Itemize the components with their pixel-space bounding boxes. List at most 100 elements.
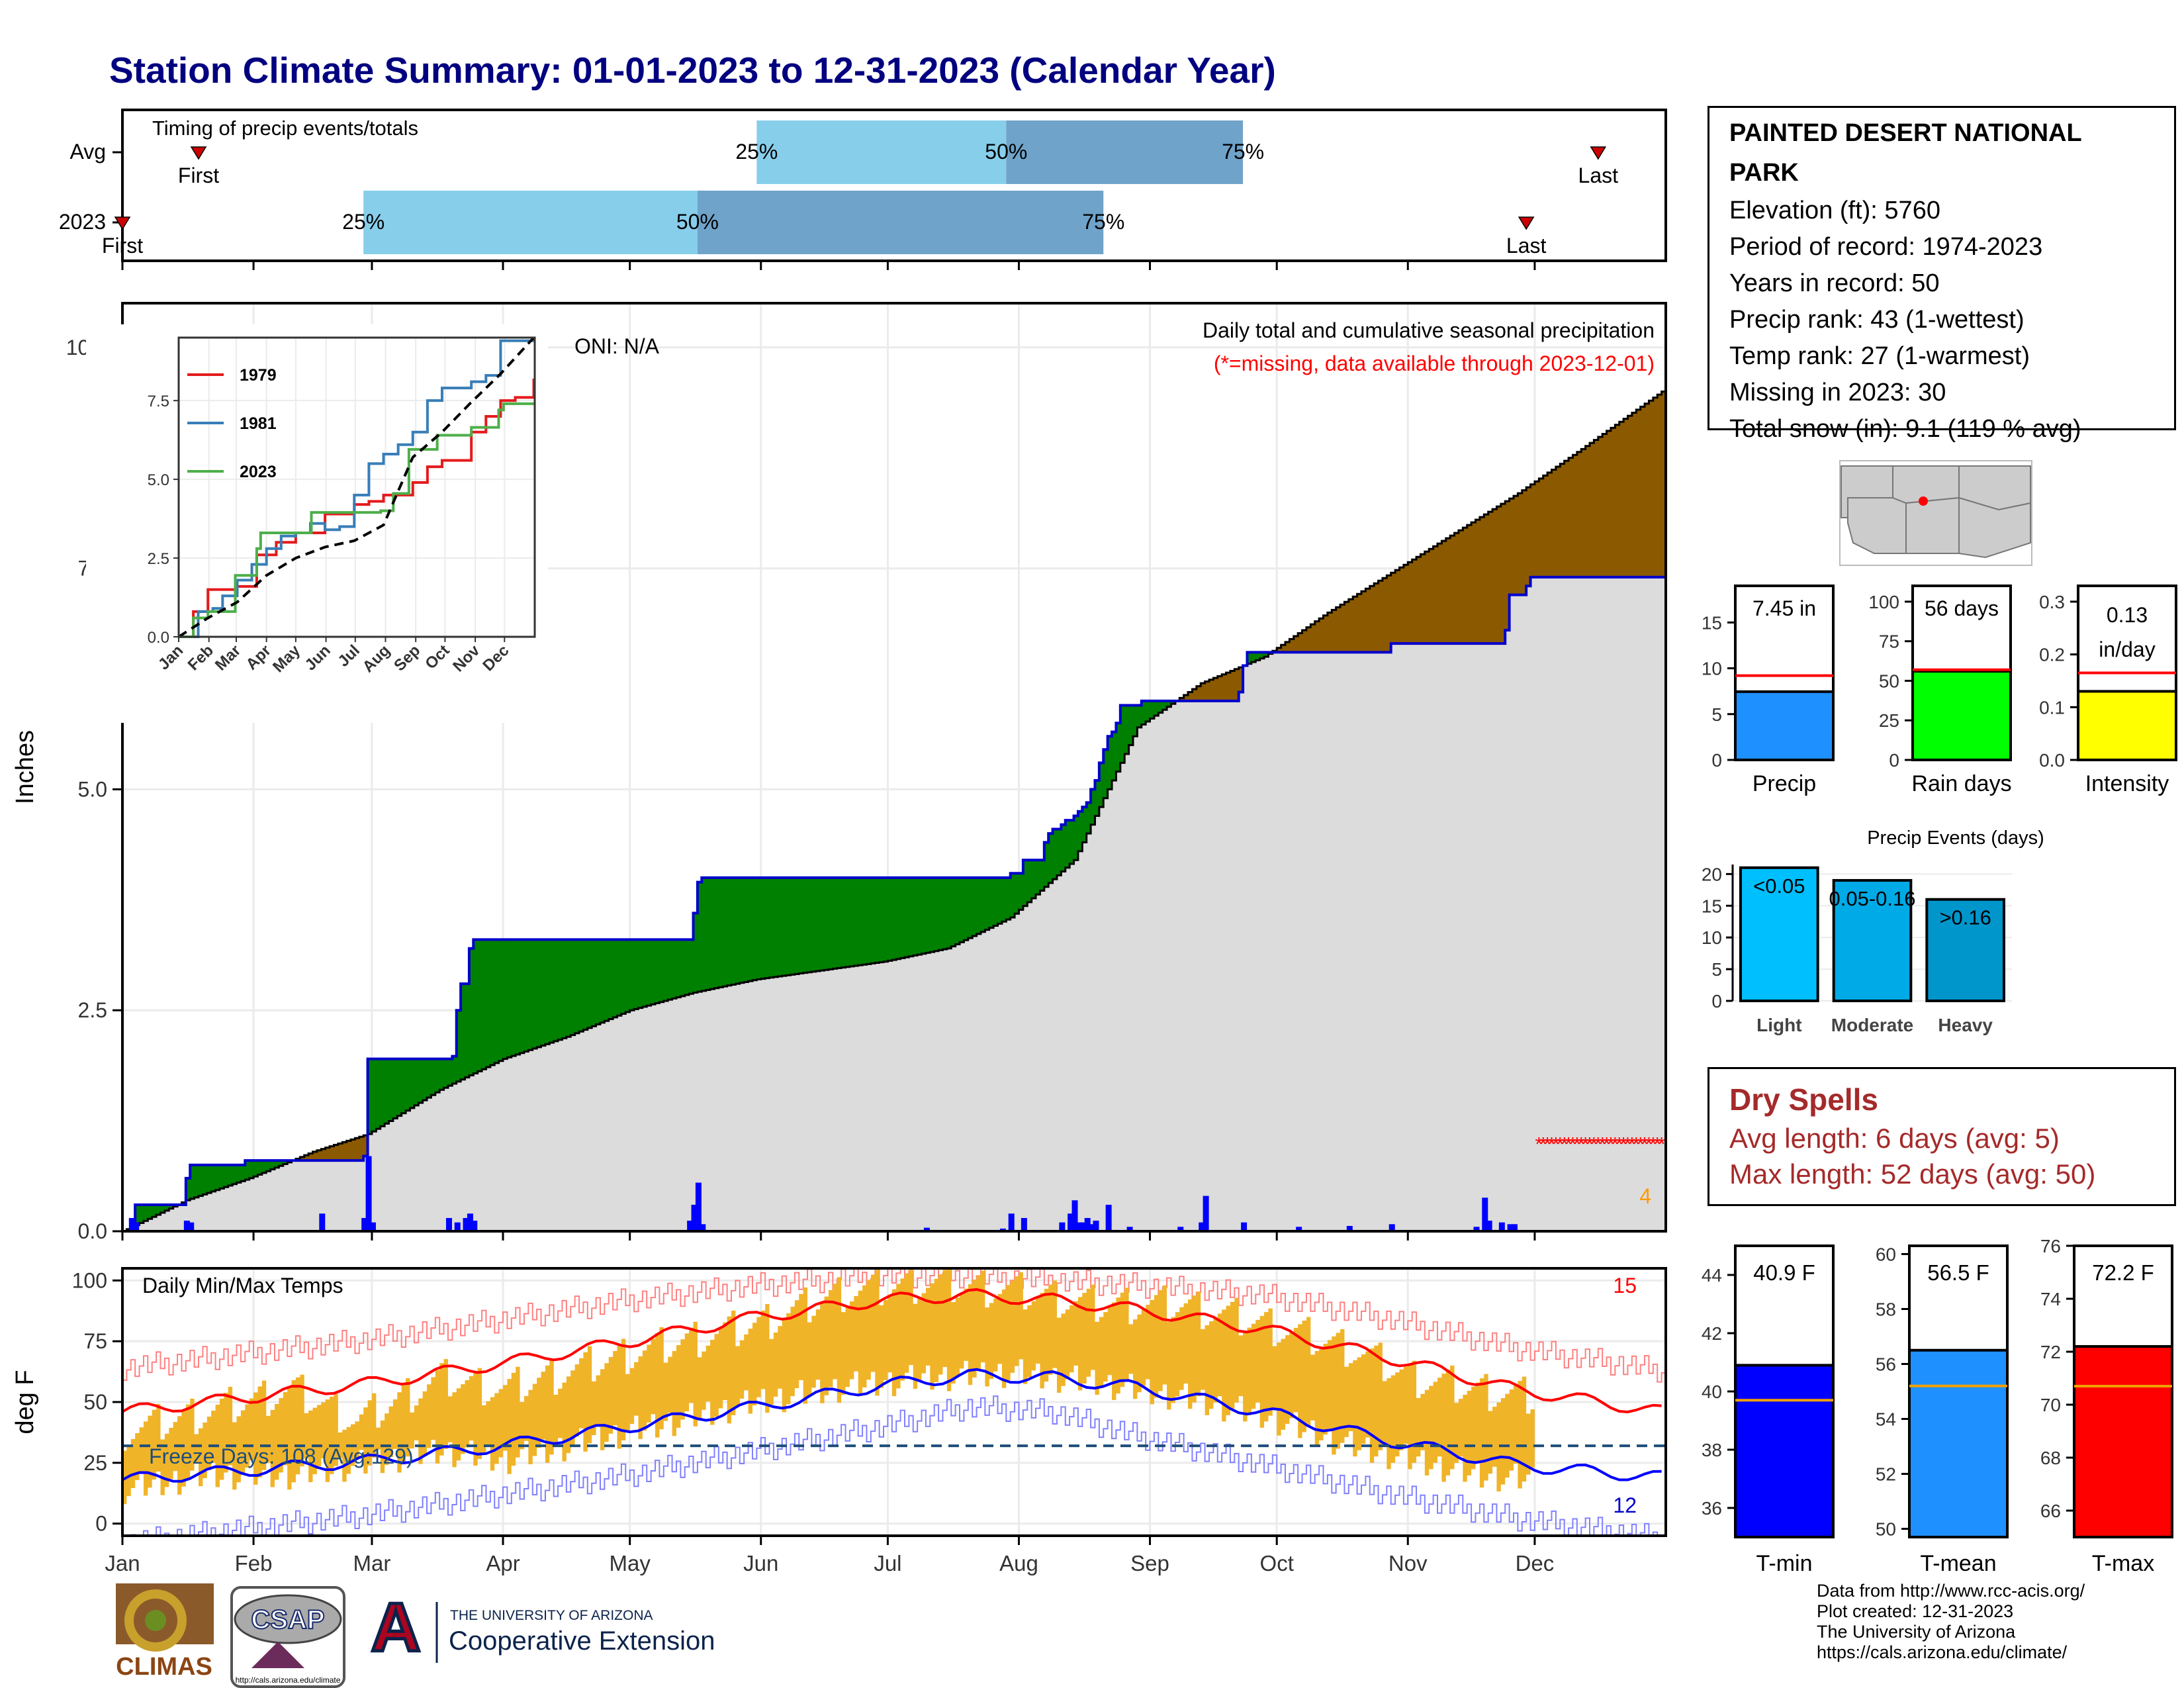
missing-marker: * (1539, 1133, 1547, 1155)
missing-marker: * (1637, 1133, 1645, 1155)
daily-precip-bar (691, 1204, 698, 1231)
daily-precip-bar (1498, 1222, 1505, 1231)
timing-panel: Timing of precip events/totals Avg 25% 50% 7… (59, 109, 1667, 262)
month-tick-label: Sep (1130, 1551, 1169, 1575)
events-bar (1925, 898, 2005, 1002)
inset-avg-line (177, 336, 535, 638)
summary-tick-label: 10 (1702, 659, 1722, 679)
month-tick-label: May (610, 1551, 651, 1575)
daily-precip-bar (467, 1213, 473, 1231)
daily-precip-bar (1071, 1200, 1078, 1231)
inset-series-line (179, 402, 534, 638)
station-missing: Missing in 2023: 30 (1729, 379, 1946, 406)
station-temp-rank: Temp rank: 27 (1-warmest) (1729, 342, 2030, 370)
missing-marker: * (1658, 1133, 1666, 1155)
precip-missing-label: (*=missing, data available through 2023-… (1214, 352, 1655, 375)
station-period: Period of record: 1974-2023 (1729, 233, 2043, 261)
events-bar (1739, 866, 1819, 1002)
summary-tick-label: 0 (1889, 750, 1899, 771)
daily-precip-bar (999, 1228, 1006, 1231)
page-title: Station Climate Summary: 01-01-2023 to 1… (109, 50, 1276, 91)
map-state (1958, 496, 2031, 559)
timing-marker-label-first: First (178, 164, 219, 187)
inset-frame (177, 336, 536, 638)
summary-value-label: 7.45 in (1752, 596, 1816, 620)
summary-tick-label: 0.1 (2039, 697, 2065, 718)
tempbar-tick-label: 44 (1702, 1265, 1722, 1286)
timing-q50-label: 50% (985, 140, 1027, 164)
daily-precip-bar (700, 1224, 706, 1231)
tempbar-tick-label: 76 (2040, 1236, 2061, 1256)
missing-marker: * (1645, 1133, 1653, 1155)
events-bar (1832, 878, 1913, 1002)
daily-precip-bar (133, 1222, 140, 1231)
tempbar-name-label: T-mean (1920, 1551, 1996, 1576)
summary-tick-label: 0.2 (2039, 645, 2065, 665)
month-tick-label: Apr (486, 1551, 520, 1575)
credits: Data from http://www.rcc-acis.org/ Plot … (1817, 1581, 2085, 1663)
avg-max-line (122, 1288, 1662, 1413)
station-years: Years in record: 50 (1729, 269, 1940, 297)
avg-cumulative-area (122, 391, 1666, 1231)
daily-precip-bar (1080, 1222, 1087, 1231)
daily-precip-bar (365, 1156, 372, 1231)
missing-marker: * (1641, 1133, 1649, 1155)
climas-logo-ring (124, 1589, 187, 1652)
timing-marker-label-last: Last (1578, 164, 1619, 187)
precip-frame (121, 302, 1667, 1233)
daily-precip-bar (1346, 1225, 1353, 1231)
inset-y-tick-label: 0.0 (148, 629, 169, 647)
temps-title: Daily Min/Max Temps (142, 1274, 343, 1297)
daily-precip-bar (188, 1222, 195, 1231)
precip-main-label: Daily total and cumulative seasonal prec… (1203, 318, 1655, 342)
ua-logo-letter: A (371, 1589, 420, 1666)
missing-marker: * (1607, 1133, 1615, 1155)
events-bar-label: <0.05 (1753, 874, 1805, 898)
inset-legend-label: 2023 (240, 463, 277, 481)
month-tick-label: Feb (235, 1551, 273, 1575)
summary-tick-label: 15 (1702, 612, 1722, 633)
credit-line: https://cals.arizona.edu/climate/ (1817, 1642, 2068, 1662)
timing-row-label: Avg (69, 140, 106, 164)
y-tick-label: 0 (95, 1512, 107, 1536)
events-tick-label: 15 (1702, 896, 1722, 916)
tempbar-bar (2073, 1345, 2173, 1538)
summary-tick-label: 75 (1879, 632, 1899, 652)
summary-tick-label: 0 (1711, 750, 1722, 771)
timing-marker-last (1518, 216, 1535, 230)
events-category-label: Moderate (1831, 1015, 1913, 1035)
daily-precip-bar (1089, 1224, 1095, 1231)
precip-events-chart: Precip Events (days) 0 5 10 15 20 <0.05 Light 0.… (1702, 827, 2044, 1035)
summary-tick-label: 0.3 (2039, 592, 2065, 612)
y-axis-label: deg F (11, 1370, 39, 1434)
inset-y-tick-label: 5.0 (148, 471, 169, 489)
missing-marker: * (1653, 1133, 1661, 1155)
timing-bar-late (1006, 120, 1244, 184)
tempbar-tick-label: 36 (1702, 1498, 1722, 1519)
daily-precip-bar (1511, 1224, 1518, 1231)
dry-spells-box: Dry Spells Avg length: 6 days (avg: 5) M… (1707, 1067, 2176, 1206)
missing-marker: * (1543, 1133, 1551, 1155)
daily-precip-bar (1507, 1224, 1514, 1231)
daily-precip-bar (1482, 1197, 1488, 1231)
tempbar-tick-label: 52 (1876, 1464, 1896, 1485)
record-rec-max-line (122, 1268, 1666, 1383)
missing-marker: * (1594, 1133, 1602, 1155)
climas-logo-text: CLIMAS (116, 1653, 212, 1681)
above-average-area (135, 652, 1273, 1225)
daily-precip-bar (1203, 1196, 1209, 1231)
month-tick-label: Nov (1388, 1551, 1428, 1575)
timing-q25-label: 25% (735, 140, 778, 164)
daily-precip-bar (463, 1217, 469, 1231)
daily-precip-bar (1199, 1222, 1205, 1231)
missing-marker: * (1628, 1133, 1636, 1155)
tempbar-tick-label: 72 (2040, 1342, 2061, 1362)
missing-marker: * (1615, 1133, 1623, 1155)
credit-line: The University of Arizona (1817, 1622, 2016, 1642)
missing-marker: * (1598, 1133, 1606, 1155)
timing-marker-first (190, 146, 207, 160)
tempbar-tick-label: 66 (2040, 1501, 2061, 1521)
daily-precip-bar (923, 1227, 930, 1231)
cumulative-2023-line (122, 575, 1666, 1231)
